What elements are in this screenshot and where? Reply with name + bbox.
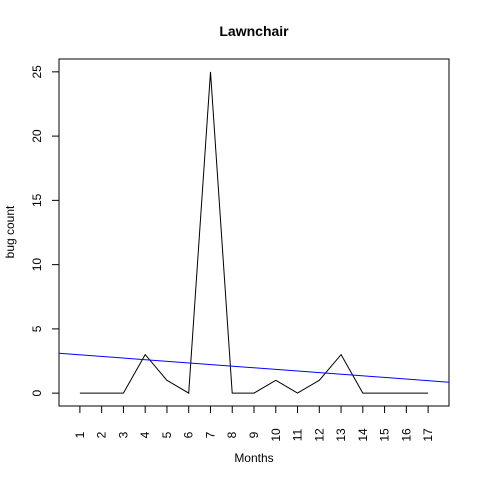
y-axis-label: bug count (3, 205, 17, 258)
x-tick-label: 4 (138, 431, 152, 438)
y-tick-label: 25 (30, 65, 44, 79)
x-tick-label: 5 (160, 431, 174, 438)
x-tick-label: 15 (378, 428, 392, 442)
x-tick-label: 2 (95, 431, 109, 438)
plot-area (58, 71, 450, 394)
chart-title: Lawnchair (219, 23, 289, 39)
x-tick-label: 12 (312, 428, 326, 442)
x-tick-label: 9 (247, 431, 261, 438)
x-tick-label: 8 (225, 431, 239, 438)
x-axis: 1 2 3 4 5 6 7 8 9 10 11 12 13 14 15 16 17 (73, 405, 435, 442)
y-axis: 0 5 10 15 20 25 (30, 65, 60, 396)
y-tick-label: 10 (30, 258, 44, 272)
series-line (79, 71, 429, 394)
x-tick-label: 1 (73, 431, 87, 438)
x-tick-label: 3 (116, 431, 130, 438)
x-tick-label: 14 (356, 428, 370, 442)
y-tick-label: 0 (30, 389, 44, 396)
x-tick-label: 6 (182, 431, 196, 438)
x-axis-label: Months (234, 451, 273, 465)
x-tick-label: 7 (203, 431, 217, 438)
x-tick-label: 17 (421, 428, 435, 442)
y-tick-label: 15 (30, 193, 44, 207)
y-tick-label: 20 (30, 129, 44, 143)
y-tick-label: 5 (30, 325, 44, 332)
trend-line (58, 352, 450, 383)
x-tick-label: 13 (334, 428, 348, 442)
x-tick-label: 11 (291, 428, 305, 441)
x-tick-label: 16 (399, 428, 413, 442)
x-tick-label: 10 (269, 428, 283, 442)
